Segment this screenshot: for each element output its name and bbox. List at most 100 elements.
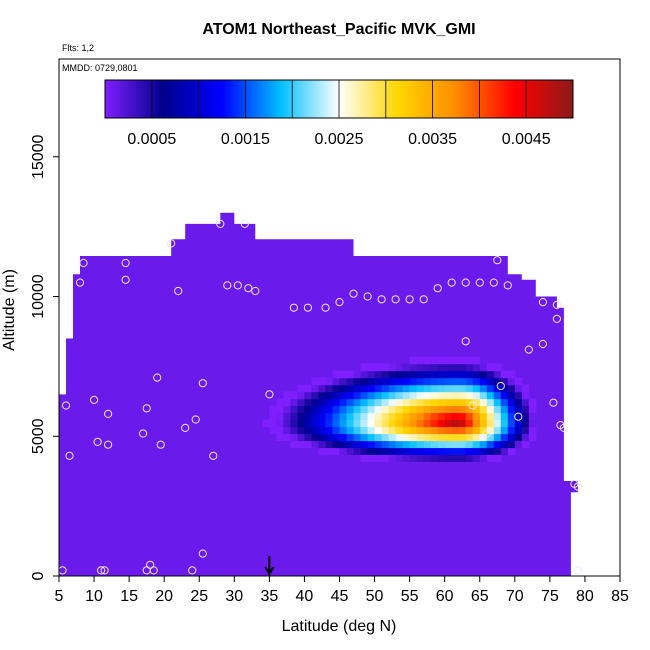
- heatmap-cell: [318, 405, 327, 414]
- heatmap-cell: [486, 377, 495, 386]
- heatmap-cell: [514, 412, 523, 421]
- heatmap-cell: [290, 405, 298, 414]
- heatmap-cell: [374, 370, 383, 379]
- heatmap-cell: [521, 440, 530, 449]
- heatmap-cell: [465, 398, 474, 407]
- heatmap-cell: [472, 391, 481, 400]
- heatmap-cell: [339, 398, 348, 407]
- sample-point: [475, 278, 484, 287]
- heatmap-cell: [318, 384, 327, 393]
- heatmap-cell: [395, 412, 404, 421]
- heatmap-cell: [409, 405, 418, 414]
- heatmap-cell: [311, 391, 320, 400]
- heatmap-cell: [367, 447, 376, 455]
- heatmap-cell: [416, 370, 425, 379]
- heatmap-cell: [437, 454, 446, 462]
- heatmap-cell: [353, 433, 362, 442]
- heatmap-cell: [451, 440, 460, 449]
- heatmap-cell: [332, 384, 341, 393]
- x-tick-label: 35: [260, 588, 278, 605]
- heatmap-cell: [402, 426, 411, 435]
- heatmap-cell: [360, 426, 369, 435]
- heatmap-cell: [374, 405, 383, 414]
- heatmap-cell: [479, 363, 488, 372]
- heatmap-cell: [528, 398, 537, 407]
- heatmap-cell: [423, 419, 432, 428]
- sample-point: [303, 303, 312, 312]
- x-tick-label: 40: [296, 588, 314, 605]
- heatmap-cell: [367, 398, 376, 407]
- heatmap-cell: [318, 412, 327, 421]
- heatmap-cell: [437, 440, 446, 449]
- heatmap-cell: [479, 447, 488, 455]
- heatmap-cell: [507, 426, 516, 435]
- heatmap-cell: [451, 419, 460, 428]
- heatmap-cell: [416, 419, 425, 428]
- heatmap-cell: [472, 398, 481, 407]
- heatmap-cell: [465, 363, 474, 372]
- heatmap-cell: [388, 419, 397, 428]
- heatmap-cell: [367, 440, 376, 449]
- heatmap-cell: [339, 391, 348, 400]
- heatmap-cell: [360, 370, 369, 379]
- heatmap-cell: [395, 440, 404, 449]
- heatmap-cell: [332, 370, 341, 379]
- heatmap-cell: [528, 419, 537, 428]
- heatmap-cell: [311, 384, 320, 393]
- heatmap-cell: [304, 384, 312, 393]
- heatmap-cell: [325, 391, 334, 400]
- sample-point: [573, 566, 583, 575]
- heatmap-cell: [395, 377, 404, 386]
- sample-point: [61, 401, 71, 410]
- heatmap-cell: [402, 370, 411, 379]
- sample-point: [97, 566, 106, 575]
- heatmap-cell: [423, 440, 432, 449]
- heatmap-cell: [381, 405, 390, 414]
- heatmap-cell: [367, 454, 376, 462]
- heatmap-cell: [381, 447, 390, 455]
- colorbar-tick-label: 0.0015: [221, 131, 270, 148]
- heatmap-cell: [493, 440, 502, 449]
- x-tick-label: 5: [55, 588, 64, 605]
- heatmap-cell: [276, 412, 284, 421]
- heatmap-cell: [360, 391, 369, 400]
- heatmap-cell: [360, 433, 369, 442]
- heatmap-cell: [437, 356, 446, 365]
- heatmap-cell: [444, 370, 453, 379]
- heatmap-cell: [444, 412, 453, 421]
- heatmap-cell: [493, 447, 502, 455]
- heatmap-cell: [528, 426, 537, 435]
- sample-point: [167, 239, 176, 248]
- heatmap-cell: [465, 391, 474, 400]
- heatmap-cell: [486, 447, 495, 455]
- heatmap-cell: [430, 384, 439, 393]
- sample-point: [79, 258, 88, 268]
- heatmap-cell: [458, 391, 467, 400]
- x-tick-label: 25: [190, 588, 208, 605]
- heatmap-cell: [521, 433, 530, 442]
- sample-point: [209, 451, 218, 460]
- arrow-head: [264, 566, 275, 577]
- y-axis: 0 5000 10000 15000: [30, 134, 59, 580]
- heatmap-cell: [346, 384, 355, 393]
- heatmap-cell: [458, 363, 467, 372]
- heatmap-cell: [465, 426, 474, 435]
- heatmap-cell: [304, 398, 312, 407]
- heatmap-cell: [381, 370, 390, 379]
- heatmap-cell: [465, 433, 474, 442]
- heatmap-cell: [339, 440, 348, 449]
- heatmap-cell: [311, 412, 320, 421]
- heatmap-cell: [325, 426, 334, 435]
- heatmap-cell: [353, 377, 362, 386]
- heatmap-cell: [507, 377, 516, 386]
- heatmap-cell: [367, 391, 376, 400]
- sample-point: [93, 437, 102, 446]
- heatmap-cell: [500, 440, 509, 449]
- heatmap-cell: [304, 405, 312, 414]
- heatmap-cell: [353, 426, 362, 435]
- heatmap-cell: [444, 356, 453, 365]
- heatmap-cell: [374, 433, 383, 442]
- sample-point: [489, 278, 498, 287]
- heatmap-cell: [325, 419, 334, 428]
- heatmap-cell: [318, 398, 327, 407]
